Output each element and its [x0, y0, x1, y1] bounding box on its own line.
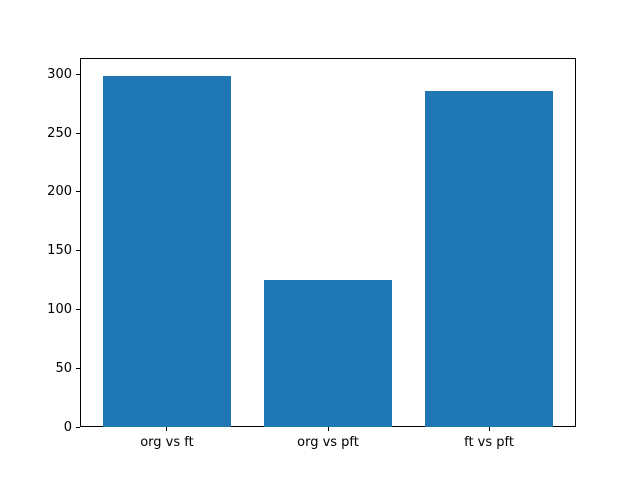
y-tick-mark	[76, 367, 80, 369]
x-tick-mark	[327, 427, 329, 431]
bar-ft-vs-pft	[424, 90, 554, 427]
y-tick-label: 250	[47, 125, 72, 141]
y-tick-mark	[76, 73, 80, 75]
bar-org-vs-pft	[263, 280, 393, 427]
y-tick-mark	[76, 308, 80, 310]
y-tick-mark	[76, 250, 80, 252]
y-tick-label: 0	[63, 419, 72, 435]
y-tick-label: 200	[47, 184, 72, 200]
y-tick-label: 150	[47, 243, 72, 259]
x-tick-label: org vs ft	[140, 435, 194, 450]
x-tick-label: ft vs pft	[464, 435, 514, 450]
bar-org-vs-ft	[102, 75, 232, 427]
y-tick-label: 50	[55, 360, 72, 376]
y-tick-label: 300	[47, 66, 72, 82]
y-tick-mark	[76, 426, 80, 428]
x-tick-label: org vs pft	[297, 435, 359, 450]
y-tick-mark	[76, 191, 80, 193]
y-tick-mark	[76, 132, 80, 134]
x-tick-mark	[166, 427, 168, 431]
y-tick-label: 100	[47, 301, 72, 317]
x-tick-mark	[488, 427, 490, 431]
